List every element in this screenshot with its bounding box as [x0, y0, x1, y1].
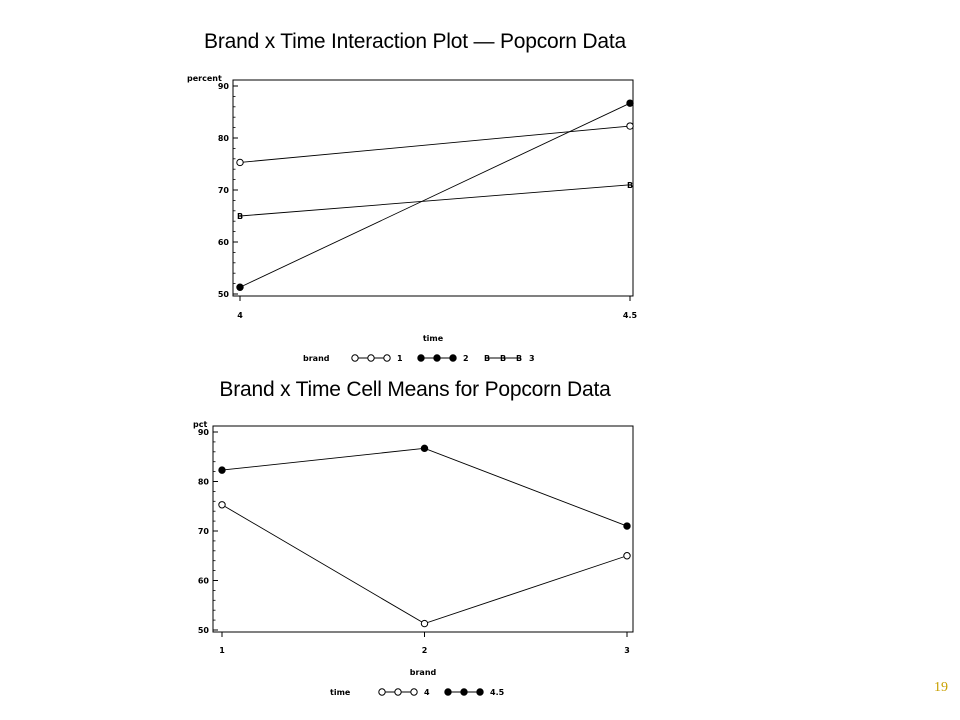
legend-label-4.5: 4.5 [490, 688, 505, 697]
legend-marker [476, 688, 484, 696]
y-tick-label: 60 [198, 577, 210, 586]
data-point [420, 444, 429, 453]
data-point [420, 619, 429, 628]
x-tick-label: 1 [219, 646, 225, 655]
legend-marker [460, 688, 468, 696]
x-tick-label: 4 [237, 311, 243, 320]
series-line-3 [239, 184, 631, 217]
y-tick-label: 70 [218, 186, 230, 195]
legend-marker [383, 354, 391, 362]
legend-title: brand [303, 354, 330, 363]
y-tick-label: 60 [218, 238, 230, 247]
legend-marker: B [484, 354, 490, 363]
plot-frame [212, 425, 634, 633]
legend-marker [449, 354, 457, 362]
legend-label-4: 4 [424, 688, 430, 697]
data-point [623, 552, 631, 560]
data-point: B [627, 181, 633, 190]
legend-marker [351, 354, 359, 362]
series-line-4.5 [221, 447, 628, 527]
legend-label-3: 3 [529, 354, 535, 363]
legend-title: time [330, 688, 351, 697]
chart-2-title: Brand x Time Cell Means for Popcorn Data [219, 378, 611, 401]
y-axis-label: pct [193, 420, 207, 429]
legend-label-2: 2 [463, 354, 469, 363]
legend-marker [444, 688, 452, 696]
series-line-2 [239, 102, 631, 288]
x-axis-label: time [423, 334, 444, 343]
legend-marker [367, 354, 375, 362]
legend-marker [394, 688, 402, 696]
x-tick-label: 3 [624, 646, 630, 655]
data-point [218, 466, 226, 474]
data-point [236, 283, 244, 291]
chart-1-title: Brand x Time Interaction Plot — Popcorn … [204, 30, 626, 53]
y-tick-label: 80 [218, 134, 230, 143]
legend-marker [433, 354, 441, 362]
plot-frame [232, 79, 634, 297]
y-tick-label: 80 [198, 478, 210, 487]
page-number: 19 [934, 680, 948, 695]
y-axis-label: percent [187, 74, 222, 83]
legend-marker [417, 354, 425, 362]
x-tick-label: 2 [422, 646, 428, 655]
legend-label-1: 1 [397, 354, 403, 363]
data-point [218, 501, 226, 509]
data-point [626, 122, 634, 130]
y-tick-label: 50 [218, 290, 230, 299]
data-point [236, 158, 244, 167]
y-tick-label: 90 [198, 428, 210, 437]
data-point [623, 522, 631, 530]
data-point: B [237, 212, 243, 221]
y-tick-label: 50 [198, 626, 210, 635]
series-line-4 [221, 504, 628, 625]
x-tick-label: 4.5 [623, 311, 638, 320]
y-tick-label: 90 [218, 82, 230, 91]
y-tick-label: 70 [198, 527, 210, 536]
legend-marker: B [500, 354, 506, 363]
legend-marker [378, 688, 386, 696]
x-axis-label: brand [410, 668, 437, 677]
data-point [626, 99, 634, 107]
legend-marker [410, 688, 418, 696]
series-line-1 [239, 125, 631, 163]
legend-marker: B [516, 354, 522, 363]
